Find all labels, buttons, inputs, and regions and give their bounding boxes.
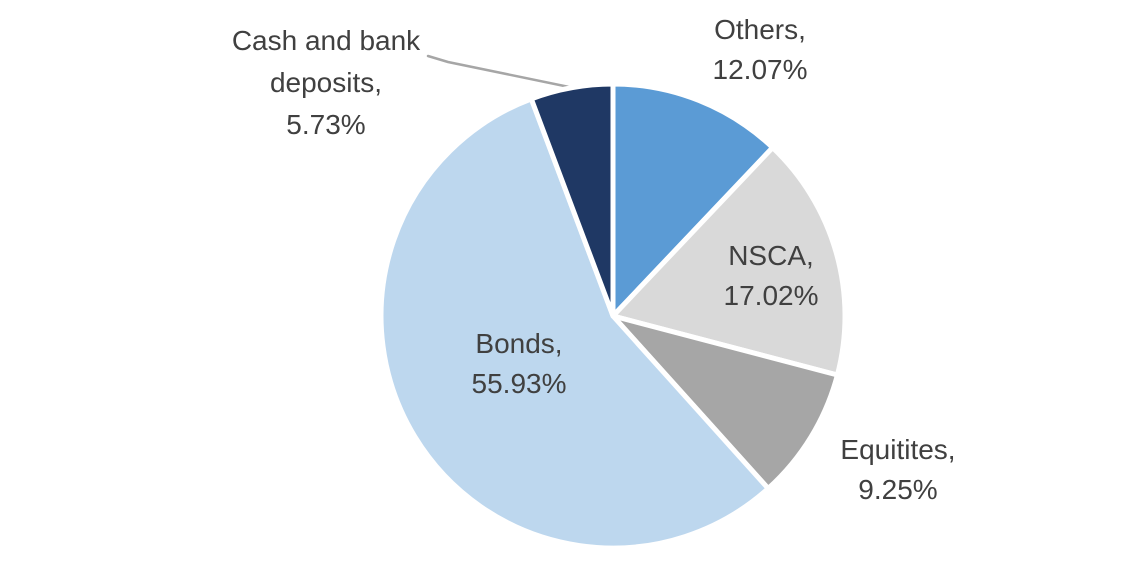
- slice-label-others: Others, 12.07%: [713, 10, 808, 90]
- slice-label-nsca: NSCA, 17.02%: [724, 236, 819, 316]
- slice-label-equitites-value: 9.25%: [858, 474, 938, 505]
- cash-leader-line: [426, 54, 576, 90]
- slice-label-cash-value: 5.73%: [286, 109, 366, 140]
- pie-slice-bonds: [378, 96, 771, 551]
- pie-slice-others: [610, 81, 776, 319]
- slice-label-nsca-value: 17.02%: [723, 280, 819, 311]
- slice-label-bonds: Bonds, 55.93%: [472, 324, 567, 404]
- slice-label-equitites: Equitites, 9.25%: [840, 430, 955, 510]
- slice-label-nsca-name: NSCA,: [728, 240, 814, 271]
- pie-slice-equitites: [610, 313, 840, 491]
- pie-slice-cash-and-bank-deposits: [528, 81, 616, 319]
- slice-label-cash-name: Cash and bank deposits,: [231, 25, 421, 98]
- slice-label-equitites-name: Equitites,: [840, 434, 956, 465]
- slice-label-bonds-name: Bonds,: [475, 328, 563, 359]
- slice-label-others-name: Others,: [714, 14, 806, 45]
- pie-slices: [378, 81, 848, 551]
- slice-label-cash-and-bank-deposits: Cash and bank deposits, 5.73%: [206, 20, 446, 146]
- pie-slice-nsca: [610, 145, 848, 378]
- slice-label-bonds-value: 55.93%: [471, 368, 567, 399]
- slice-label-others-value: 12.07%: [712, 54, 808, 85]
